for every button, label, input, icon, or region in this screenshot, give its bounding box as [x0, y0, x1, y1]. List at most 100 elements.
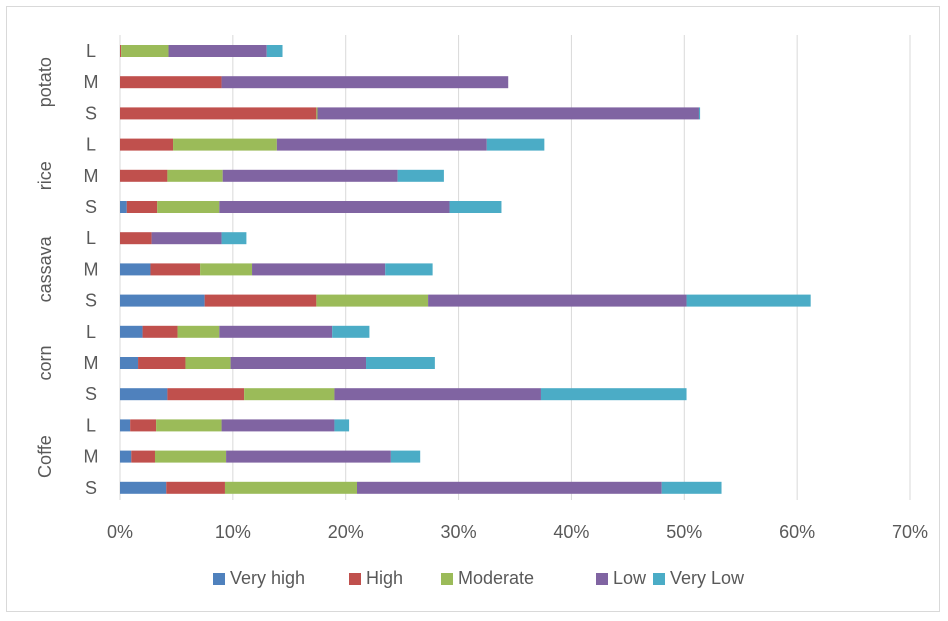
bar-segment — [120, 294, 205, 307]
bar-segment — [449, 201, 502, 213]
bar-segment — [252, 263, 386, 276]
bar-segment — [157, 201, 220, 213]
group-label: cassava — [35, 235, 55, 302]
bar-segment — [120, 388, 168, 401]
bar-segment — [185, 357, 231, 369]
group-label: corn — [35, 345, 55, 380]
bar-segment — [390, 450, 421, 463]
row-label: M — [84, 72, 99, 92]
bar-segment — [120, 201, 127, 213]
bar-segment — [120, 138, 174, 151]
bar-segment — [150, 263, 201, 276]
bar-segment — [221, 232, 247, 245]
bar-segment — [121, 45, 169, 57]
bar-segment — [151, 232, 222, 245]
x-tick-label: 50% — [666, 522, 702, 542]
bar-segment — [120, 419, 131, 432]
bar-segment — [120, 169, 168, 182]
bar-segment — [221, 76, 509, 89]
bar-segment — [316, 107, 318, 120]
row-label: M — [84, 259, 99, 279]
bar-segment — [154, 450, 227, 463]
x-tick-label: 20% — [328, 522, 364, 542]
bar-segment — [120, 45, 122, 57]
bar-segment — [120, 76, 222, 89]
row-label: L — [86, 228, 96, 248]
bar-segment — [698, 107, 701, 120]
group-label: Coffe — [35, 435, 55, 478]
bar-segment — [276, 138, 487, 151]
bar-segment — [221, 419, 335, 432]
bar-segment — [126, 201, 158, 213]
bar-segment — [219, 325, 333, 338]
bar-segment — [397, 169, 444, 182]
bar-segment — [317, 107, 699, 120]
x-tick-label: 10% — [215, 522, 251, 542]
x-tick-label: 40% — [553, 522, 589, 542]
bar-segment — [168, 45, 267, 57]
bar-segment — [230, 357, 367, 369]
row-label: M — [84, 166, 99, 186]
bar-segment — [177, 325, 220, 338]
bar-segment — [686, 294, 811, 307]
legend-label: High — [366, 568, 403, 588]
bar-segment — [167, 169, 223, 182]
row-label: S — [85, 291, 97, 311]
bar-segment — [142, 325, 178, 338]
row-label: M — [84, 353, 99, 373]
bar-segment — [120, 357, 139, 369]
bar-segment — [486, 138, 545, 151]
x-tick-labels: 0% 10% 20% 30% 40% 50% 60% 70% — [107, 522, 928, 542]
bar-segment — [661, 481, 722, 494]
legend-swatch — [596, 573, 608, 585]
bar-segment — [120, 107, 317, 120]
group-label: potato — [35, 57, 55, 107]
bar-segment — [166, 481, 225, 494]
legend-label: Very Low — [670, 568, 745, 588]
row-label: S — [85, 384, 97, 404]
legend-label: Moderate — [458, 568, 534, 588]
bar-segment — [120, 325, 143, 338]
bar-segment — [120, 450, 132, 463]
bar-segment — [138, 357, 186, 369]
legend-swatch — [349, 573, 361, 585]
group-label: rice — [35, 161, 55, 190]
row-label: M — [84, 447, 99, 467]
bar-segment — [385, 263, 433, 276]
bar-segment — [120, 232, 152, 245]
bar-segment — [131, 450, 155, 463]
bar-segment — [334, 388, 541, 401]
bar-segment — [357, 481, 662, 494]
bar-segment — [316, 294, 429, 307]
x-tick-label: 70% — [892, 522, 928, 542]
bars — [120, 45, 811, 494]
bar-segment — [130, 419, 157, 432]
legend-label: Very high — [230, 568, 305, 588]
row-label: S — [85, 103, 97, 123]
bar-segment — [334, 419, 350, 432]
legend-swatch — [441, 573, 453, 585]
bar-segment — [332, 325, 370, 338]
bar-segment — [244, 388, 335, 401]
bar-segment — [226, 450, 391, 463]
row-label: L — [86, 415, 96, 435]
legend-swatch — [653, 573, 665, 585]
bar-segment — [156, 419, 222, 432]
bar-segment — [200, 263, 253, 276]
bar-segment — [173, 138, 277, 151]
bar-segment — [204, 294, 317, 307]
bar-segment — [120, 481, 167, 494]
row-label: L — [86, 41, 96, 61]
chart-frame — [6, 6, 940, 612]
row-label: S — [85, 478, 97, 498]
bar-segment — [540, 388, 687, 401]
x-tick-label: 30% — [441, 522, 477, 542]
group-labels: potato rice cassava corn Coffe — [35, 57, 55, 478]
row-label: S — [85, 197, 97, 217]
row-label: L — [86, 135, 96, 155]
bar-segment — [167, 388, 245, 401]
bar-segment — [224, 481, 357, 494]
bar-segment — [120, 263, 151, 276]
